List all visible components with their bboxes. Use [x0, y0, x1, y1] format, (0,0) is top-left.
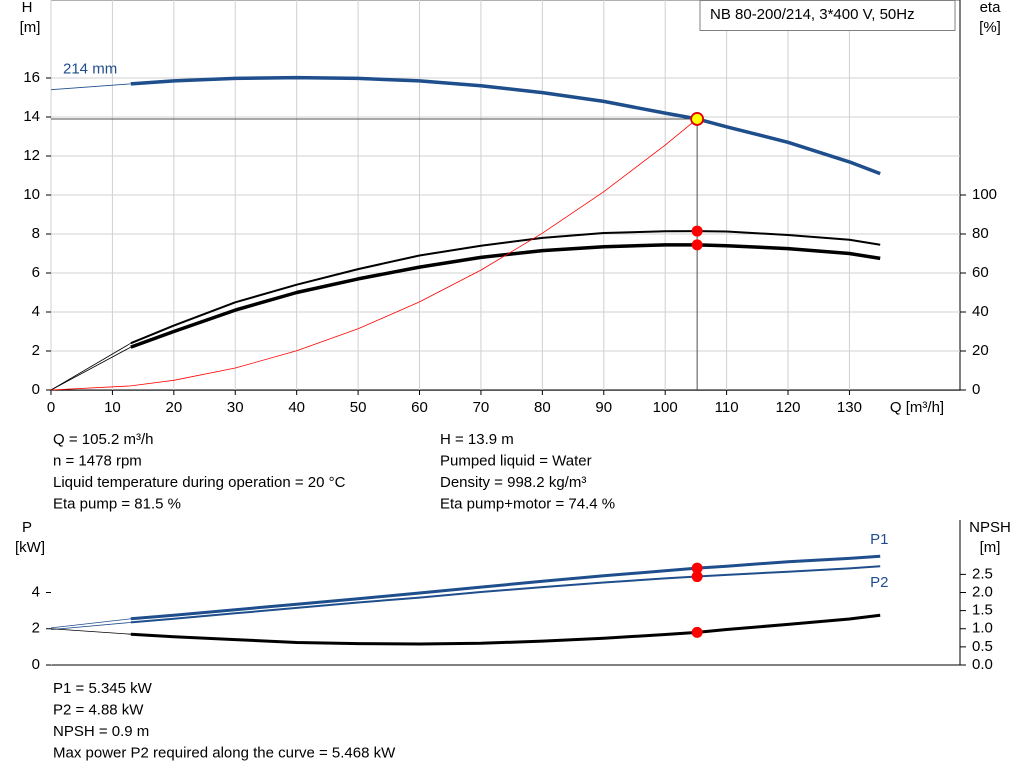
readout-line: Liquid temperature during operation = 20… [53, 474, 346, 491]
y-tick-label: 4 [32, 583, 40, 600]
x-tick-label: 80 [534, 399, 551, 416]
operating-marker [691, 562, 703, 574]
x-tick-label: 20 [165, 399, 182, 416]
y-tick-label: 6 [32, 264, 40, 281]
curve-extension [50, 618, 131, 629]
y-tick-label: 12 [23, 147, 40, 164]
readout-line: P2 = 4.88 kW [53, 701, 144, 718]
curve [130, 565, 881, 624]
y2-tick-label: 0.0 [972, 656, 993, 673]
title-box [699, 0, 956, 31]
y-tick-label: 2 [32, 342, 40, 359]
curve-extension [50, 346, 132, 391]
curve-label: P1 [870, 531, 888, 548]
operating-marker [691, 571, 703, 583]
y-tick-label: 14 [23, 108, 40, 125]
x-tick-label: 30 [227, 399, 244, 416]
readout-line: H = 13.9 m [440, 431, 514, 448]
readout-line: Density = 998.2 kg/m³ [440, 474, 586, 491]
x-tick-label: 90 [595, 399, 612, 416]
readout-line: NPSH = 0.9 m [53, 723, 149, 740]
y-tick-label: 0 [32, 381, 40, 398]
y2-tick-label: 100 [972, 186, 997, 203]
x-tick-label: 0 [47, 399, 55, 416]
curve [130, 243, 881, 349]
operating-marker [691, 225, 703, 237]
readout-line: n = 1478 rpm [53, 452, 142, 469]
y2-tick-label: 1.5 [972, 602, 993, 619]
y-tick-label: 16 [23, 69, 40, 86]
curve [130, 554, 881, 621]
y2-tick-label: 0.5 [972, 638, 993, 655]
y-tick-label: 0 [32, 656, 40, 673]
y-tick-label: 10 [23, 186, 40, 203]
readout-line: Q = 105.2 m³/h [53, 431, 153, 448]
x-tick-label: 40 [288, 399, 305, 416]
y-axis-label: P [22, 519, 32, 536]
y-axis-label: [m] [20, 19, 41, 36]
y2-axis-label: eta [980, 0, 1002, 16]
operating-marker [691, 626, 703, 638]
y-axis-label: H [22, 0, 33, 16]
y-tick-label: 4 [32, 303, 40, 320]
y-axis-label: [kW] [15, 539, 45, 556]
readout-line: Eta pump = 81.5 % [53, 495, 181, 512]
y2-axis-label: NPSH [969, 519, 1011, 536]
curve [130, 75, 881, 176]
readout-line: Max power P2 required along the curve = … [53, 744, 396, 761]
x-axis-label: Q [m³/h] [890, 399, 944, 416]
x-tick-label: 130 [837, 399, 862, 416]
y2-tick-label: 20 [972, 342, 989, 359]
y2-axis-label: [%] [979, 19, 1001, 36]
curve [130, 613, 881, 646]
curve-label: P2 [870, 574, 888, 591]
y-tick-label: 2 [32, 620, 40, 637]
chart-title: NB 80-200/214, 3*400 V, 50Hz [710, 6, 915, 23]
x-tick-label: 50 [350, 399, 367, 416]
curve [130, 230, 881, 345]
x-tick-label: 120 [776, 399, 801, 416]
curve-label: 214 mm [63, 61, 117, 78]
x-tick-label: 100 [653, 399, 678, 416]
x-tick-label: 10 [104, 399, 121, 416]
x-tick-label: 110 [715, 399, 739, 416]
y2-axis-label: [m] [980, 539, 1001, 556]
curve-extension [50, 83, 131, 91]
y2-tick-label: 40 [972, 303, 989, 320]
curve-extension [50, 628, 131, 635]
y2-tick-label: 0 [972, 381, 980, 398]
curve-extension [50, 385, 131, 391]
y-tick-label: 8 [32, 225, 40, 242]
readout-line: Eta pump+motor = 74.4 % [440, 495, 615, 512]
curve-extension [50, 342, 132, 391]
y2-tick-label: 80 [972, 225, 989, 242]
readout-line: Pumped liquid = Water [440, 452, 592, 469]
curve [130, 118, 698, 387]
y2-tick-label: 1.0 [972, 620, 993, 637]
readout-line: P1 = 5.345 kW [53, 680, 153, 697]
operating-marker [691, 239, 703, 251]
operating-point [690, 112, 705, 126]
curve-extension [50, 622, 131, 631]
y2-tick-label: 2.0 [972, 583, 993, 600]
y2-tick-label: 2.5 [972, 565, 993, 582]
x-tick-label: 60 [411, 399, 428, 416]
y2-tick-label: 60 [972, 264, 989, 281]
x-tick-label: 70 [473, 399, 490, 416]
